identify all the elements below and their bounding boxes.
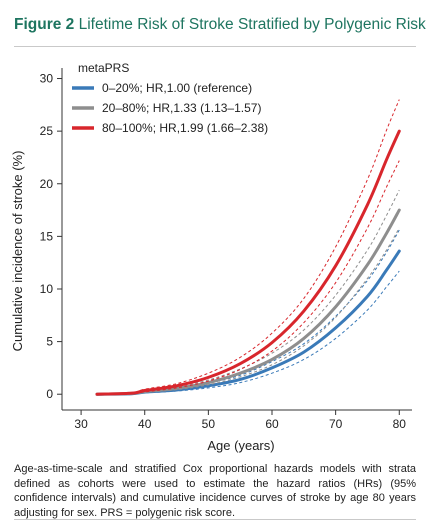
legend-label-0: 0–20%; HR,1.00 (reference) (102, 81, 252, 95)
figure-title: Figure 2 Lifetime Risk of Stroke Stratif… (14, 16, 426, 34)
series-1-line (95, 208, 401, 396)
y-tick-label: 0 (46, 387, 53, 401)
x-tick-label: 80 (393, 417, 407, 431)
y-tick-label: 15 (40, 229, 54, 243)
y-tick-label: 10 (40, 282, 54, 296)
stroke-incidence-chart: 30 40 50 60 70 80 0 5 10 15 20 25 30 Age (years) Cumul… (10, 61, 412, 453)
axes-layer: 30 40 50 60 70 80 0 5 10 15 20 25 30 Age (years) Cumul… (10, 68, 412, 453)
legend: metaPRS 0–20%; HR,1.00 (reference) 20–80%;… (72, 61, 268, 135)
series-1-upper-ci (96, 189, 400, 395)
series-2-line (95, 129, 401, 396)
x-tick-label: 60 (265, 417, 279, 431)
series-2 (95, 99, 401, 396)
figure-caption: Age-as-time-scale and stratified Cox pro… (14, 463, 416, 519)
series-0-line (95, 249, 401, 396)
y-axis-label: Cumulative incidence of stroke (%) (10, 151, 25, 352)
bottom-divider (14, 519, 416, 520)
plot-layer (95, 99, 401, 396)
figure-title-text: Lifetime Risk of Stroke Stratified by Po… (78, 16, 426, 33)
y-tick-label: 25 (40, 124, 54, 138)
x-tick-label: 70 (329, 417, 343, 431)
x-axis-label: Age (years) (207, 438, 274, 453)
y-tick-label: 30 (40, 72, 54, 86)
x-tick-label: 40 (138, 417, 152, 431)
x-tick-label: 30 (74, 417, 88, 431)
series-2-upper-ci (96, 99, 400, 395)
series-1 (95, 189, 401, 396)
title-divider (14, 46, 416, 47)
y-tick-label: 20 (40, 177, 54, 191)
figure-label: Figure 2 (14, 16, 75, 33)
legend-title: metaPRS (78, 61, 129, 75)
x-tick-label: 50 (202, 417, 216, 431)
legend-label-1: 20–80%; HR,1.33 (1.13–1.57) (102, 101, 261, 115)
y-tick-label: 5 (46, 335, 53, 349)
legend-label-2: 80–100%; HR,1.99 (1.66–2.38) (102, 121, 268, 135)
